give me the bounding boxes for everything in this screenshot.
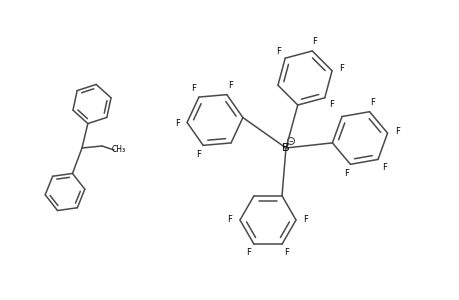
Text: F: F (196, 150, 201, 159)
Text: F: F (228, 81, 233, 90)
Text: F: F (339, 64, 343, 73)
Text: B: B (281, 143, 289, 153)
Text: F: F (284, 248, 289, 257)
Text: F: F (394, 127, 399, 136)
Text: F: F (381, 163, 386, 172)
Text: F: F (275, 46, 280, 56)
Text: F: F (246, 248, 251, 257)
Text: F: F (190, 84, 195, 93)
Text: F: F (303, 215, 308, 224)
Text: F: F (227, 215, 232, 224)
Text: F: F (312, 37, 317, 46)
Text: CH₃: CH₃ (112, 145, 126, 154)
Text: −: − (288, 139, 293, 143)
Text: F: F (344, 169, 349, 178)
Text: F: F (174, 119, 179, 128)
Text: F: F (370, 98, 375, 107)
Text: F: F (329, 100, 334, 109)
